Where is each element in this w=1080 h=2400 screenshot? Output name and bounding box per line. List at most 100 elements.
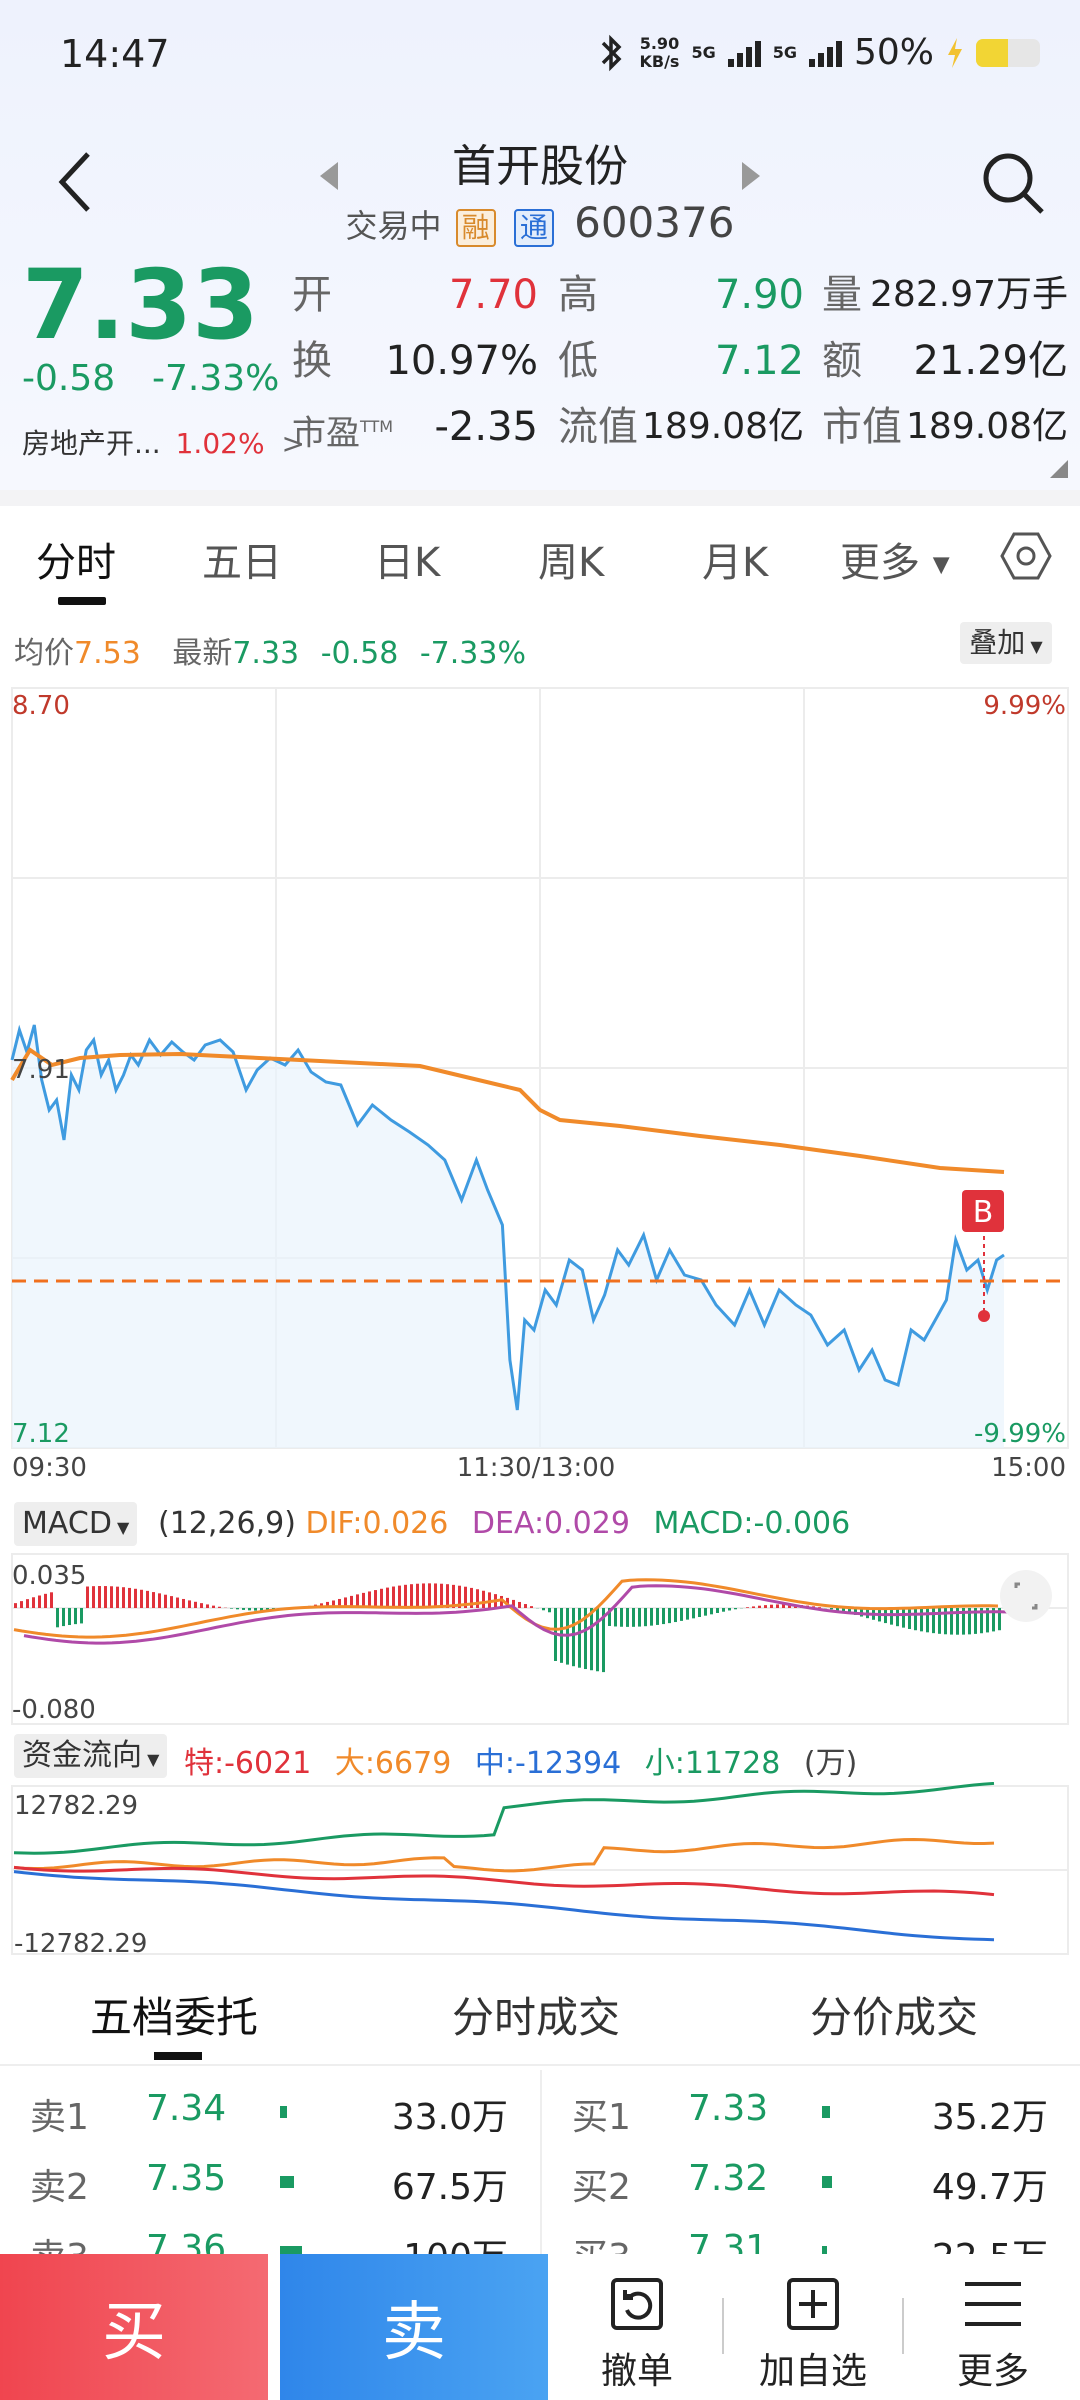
back-icon[interactable] xyxy=(54,150,98,214)
tab-five-day[interactable]: 五日 xyxy=(202,540,282,586)
status-bar: 14:47 5.90 KB/s 5G 5G 50% xyxy=(0,0,1080,110)
macd-bar xyxy=(698,1608,701,1618)
expand-corner-icon[interactable] xyxy=(1050,460,1068,478)
tab-order-book[interactable]: 五档委托 xyxy=(90,1993,259,2042)
add-watchlist-button[interactable]: 加自选 xyxy=(724,2254,902,2400)
signal-1: 5G xyxy=(691,43,715,62)
macd-bar xyxy=(326,1601,329,1608)
search-icon[interactable] xyxy=(980,150,1046,216)
macd-bar xyxy=(788,1604,791,1608)
macd-bar xyxy=(152,1592,155,1608)
macd-bar xyxy=(986,1608,989,1633)
buy-button[interactable]: 买 xyxy=(0,2254,268,2400)
section-divider xyxy=(0,490,1080,506)
sector-link[interactable]: 房地产开... 1.02% > xyxy=(22,422,305,462)
macd-bar xyxy=(950,1608,953,1635)
macd-bar xyxy=(56,1608,59,1628)
macd-dea: DEA:0.029 xyxy=(471,1506,630,1541)
macd-bar xyxy=(836,1608,839,1611)
fund-flow-chart[interactable]: 12782.29 -12782.29 xyxy=(0,1782,1080,1958)
tab-more-label: 更多 xyxy=(840,540,920,586)
settings-hex-icon[interactable] xyxy=(1000,530,1052,582)
macd-bar xyxy=(908,1608,911,1629)
tab-tick-trades[interactable]: 分时成交 xyxy=(452,1993,621,2042)
fund-flow-selector[interactable]: 资金流向 ▼ xyxy=(14,1734,168,1778)
stock-subline: 交易中 融 通 600376 xyxy=(0,198,1080,247)
macd-bar xyxy=(716,1608,719,1613)
macd-bar xyxy=(194,1601,197,1608)
prev-stock-icon[interactable] xyxy=(318,160,340,192)
tab-monthly-k[interactable]: 月K xyxy=(702,540,769,586)
macd-bar xyxy=(230,1608,233,1609)
macd-bar xyxy=(110,1586,113,1608)
turnover-label: 换 xyxy=(292,338,332,384)
macd-bar xyxy=(398,1585,401,1608)
macd-bar xyxy=(620,1608,623,1627)
more-label: 更多 xyxy=(956,2351,1029,2392)
bottom-action-bar: 买 卖 撤单 加自选 更多 xyxy=(0,2254,1080,2400)
battery-percent: 50% xyxy=(853,32,934,73)
next-stock-icon[interactable] xyxy=(740,160,762,192)
macd-bar xyxy=(170,1596,173,1608)
latest-change-pct: -7.33% xyxy=(419,636,526,671)
open-label: 开 xyxy=(292,272,332,318)
more-button[interactable]: 更多 xyxy=(904,2254,1080,2400)
overlay-button[interactable]: 叠加 ▼ xyxy=(960,622,1052,664)
ask-row-1[interactable]: 卖1 7.34 33.0万 xyxy=(0,2088,540,2148)
macd-bar xyxy=(584,1608,587,1670)
macd-bar xyxy=(182,1598,185,1608)
tab-more[interactable]: 更多 ▼ xyxy=(840,530,950,588)
macd-bar xyxy=(542,1608,545,1611)
fund-flow-label: 资金流向 xyxy=(22,1738,142,1773)
bluetooth-icon xyxy=(602,34,622,71)
macd-bar xyxy=(380,1588,383,1608)
bid-row-2[interactable]: 买2 7.32 49.7万 xyxy=(542,2158,1080,2218)
macd-bar xyxy=(428,1583,431,1608)
network-speed: 5.90 KB/s xyxy=(639,34,680,71)
tab-intraday[interactable]: 分时 xyxy=(36,540,116,586)
fullscreen-icon[interactable] xyxy=(1000,1570,1052,1622)
net2-label: 5G xyxy=(772,42,797,62)
tab-price-volume[interactable]: 分价成交 xyxy=(810,1993,979,2042)
signal-bars-1-icon xyxy=(727,39,761,67)
tab-weekly-k[interactable]: 周K xyxy=(538,540,605,586)
macd-bar xyxy=(962,1608,965,1635)
low-value: 7.12 xyxy=(714,338,804,384)
macd-bar xyxy=(338,1598,341,1608)
volume-value: 282.97万手 xyxy=(870,274,1068,315)
macd-bar xyxy=(692,1608,695,1619)
macd-bar xyxy=(254,1608,257,1611)
macd-bar xyxy=(440,1583,443,1608)
macd-selector-label: MACD xyxy=(22,1506,112,1541)
macd-selector[interactable]: MACD ▼ xyxy=(14,1502,138,1546)
cancel-order-button[interactable]: 撤单 xyxy=(548,2254,726,2400)
bid-row-1[interactable]: 买1 7.33 35.2万 xyxy=(542,2088,1080,2148)
macd-bar xyxy=(956,1608,959,1635)
stock-name: 首开股份 xyxy=(452,141,628,192)
macd-bar xyxy=(818,1607,821,1608)
macd-bar xyxy=(752,1606,755,1608)
amount-value: 21.29亿 xyxy=(913,338,1068,384)
macd-y-bottom: -0.080 xyxy=(12,1695,96,1725)
macd-bar xyxy=(980,1608,983,1634)
x-axis-mid: 11:30/13:00 xyxy=(457,1453,616,1483)
macd-chart[interactable]: 0.035 -0.080 xyxy=(0,1550,1080,1728)
tab-daily-k[interactable]: 日K xyxy=(374,540,441,586)
pct-axis-bottom: -9.99% xyxy=(974,1419,1066,1449)
bid-volume: 35.2万 xyxy=(931,2097,1048,2138)
macd-bar xyxy=(656,1608,659,1625)
stock-code: 600376 xyxy=(574,198,735,247)
speed-unit: KB/s xyxy=(639,51,680,71)
sell-button[interactable]: 卖 xyxy=(280,2254,548,2400)
macd-dea-line xyxy=(23,1584,1009,1645)
buy-marker[interactable] xyxy=(962,1190,1004,1232)
pe-sup: TTM xyxy=(360,417,394,436)
intraday-chart[interactable]: B 8.70 7.91 7.12 9.99% -9.99% 09:30 11:3… xyxy=(0,680,1080,1500)
mcap-label: 市值 xyxy=(822,404,902,450)
macd-bar xyxy=(176,1597,179,1608)
ask-row-2[interactable]: 卖2 7.35 67.5万 xyxy=(0,2158,540,2218)
book-tab-indicator xyxy=(154,2052,202,2060)
bid-volume-bar xyxy=(822,2246,827,2258)
charging-icon xyxy=(948,37,962,68)
macd-bar xyxy=(650,1608,653,1626)
